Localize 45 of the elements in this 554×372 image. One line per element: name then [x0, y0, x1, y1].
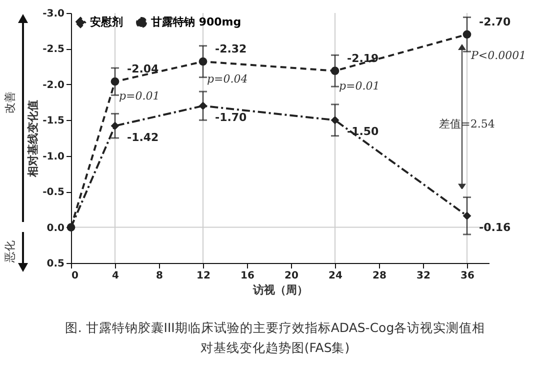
point [462, 212, 472, 220]
x-tick-label: 0 [72, 270, 78, 282]
text: 图. 甘露特钠胶囊III期临床试验的主要疗效指标ADAS-Cog各访视实测值相对基线变化趋势图(FAS集) [64, 319, 486, 357]
y-tick-label: -3.0 [42, 8, 65, 20]
annotation: P<0.0001 [470, 48, 526, 62]
point [330, 116, 340, 124]
data-label: -2.19 [347, 52, 379, 65]
y-tick-label: 0.0 [46, 222, 65, 234]
y-tick-label: -1.0 [42, 151, 65, 162]
y-tick-label: -2.0 [42, 80, 65, 91]
point [198, 102, 208, 110]
x-tick-label: 8 [156, 270, 164, 282]
point [110, 122, 120, 130]
point [462, 30, 472, 39]
legend-label: 甘露特钠 900mg [150, 16, 242, 29]
data-label: -1.42 [127, 130, 159, 144]
y-tick-label: 0.5 [46, 258, 65, 270]
x-tick-label: 20 [284, 270, 298, 282]
y-tick-label: -0.5 [42, 187, 65, 198]
annotation: p=0.01 [119, 90, 160, 103]
data-label: -2.32 [215, 42, 247, 56]
legend-label: 安慰剂 [90, 16, 123, 29]
annotation: p=0.04 [207, 72, 248, 86]
y-axis-title: 相对基线变化值 [26, 100, 40, 178]
x-tick-label: 4 [112, 270, 120, 282]
data-label: -2.70 [479, 15, 512, 28]
point [66, 223, 76, 232]
y-tick-label: -1.5 [42, 116, 65, 127]
x-tick-label: 16 [240, 270, 254, 282]
text: 改善 [2, 92, 18, 114]
point [330, 66, 340, 76]
data-label: -0.16 [479, 220, 512, 234]
text: 恶化 [2, 240, 18, 262]
data-label: -1.70 [215, 110, 248, 124]
data-label: -2.04 [127, 62, 160, 76]
point [198, 57, 208, 66]
x-tick-label: 12 [196, 270, 210, 282]
annotation: p=0.01 [339, 80, 380, 93]
x-tick-label: 32 [416, 270, 430, 282]
y-tick-label: -2.5 [42, 44, 65, 56]
x-tick-label: 28 [372, 270, 386, 282]
x-tick-label: 24 [328, 270, 342, 282]
point [110, 77, 120, 86]
x-axis-title: 访视（周） [252, 284, 308, 296]
x-tick-label: 36 [460, 270, 474, 282]
